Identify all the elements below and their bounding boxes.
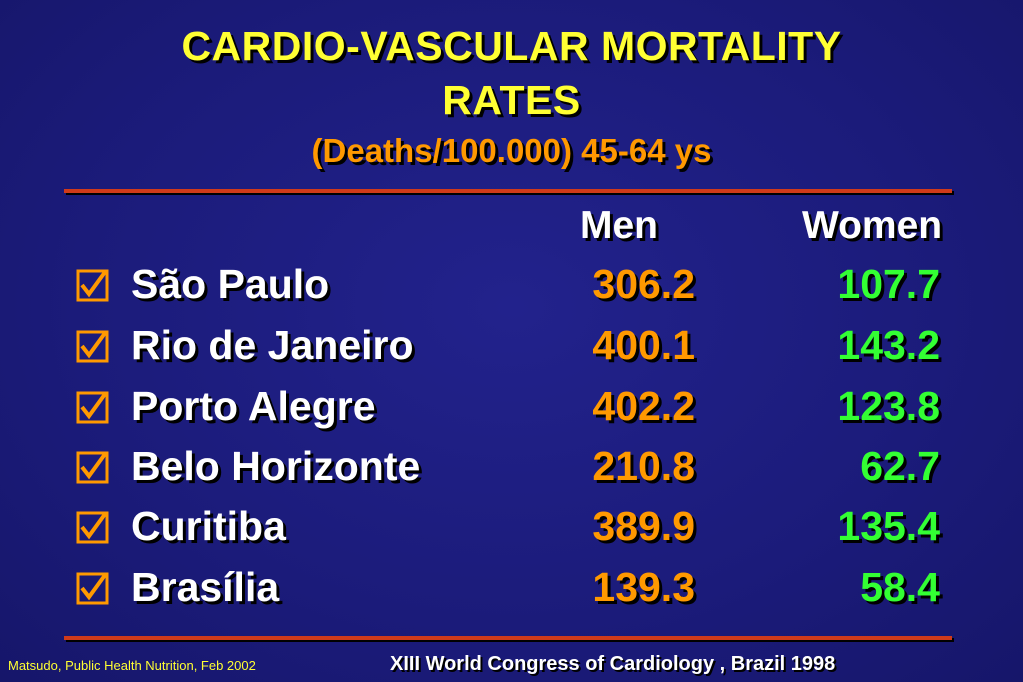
- checked-box-icon: [76, 330, 109, 363]
- checked-box-icon: [76, 511, 109, 544]
- table-row: Brasília 139.3 58.4: [0, 559, 1023, 615]
- city-name: Curitiba: [131, 503, 286, 549]
- citation: Matsudo, Public Health Nutrition, Feb 20…: [8, 658, 256, 673]
- city-name: Belo Horizonte: [131, 443, 421, 489]
- men-rate: 210.8: [592, 443, 695, 489]
- men-rate: 402.2: [592, 383, 695, 429]
- city-name: Porto Alegre: [131, 383, 376, 429]
- slide-title-line-2: RATES: [442, 77, 581, 123]
- table-row: Porto Alegre 402.2 123.8: [0, 378, 1023, 434]
- bottom-divider: [64, 636, 952, 640]
- men-rate: 400.1: [592, 322, 695, 368]
- women-rate: 58.4: [860, 564, 940, 610]
- men-rate: 139.3: [592, 564, 695, 610]
- table-row: Belo Horizonte 210.8 62.7: [0, 438, 1023, 494]
- column-header-women: Women: [802, 204, 943, 247]
- women-rate: 62.7: [860, 443, 940, 489]
- checked-box-icon: [76, 572, 109, 605]
- women-rate: 143.2: [837, 322, 940, 368]
- city-name: Rio de Janeiro: [131, 322, 414, 368]
- top-divider: [64, 189, 952, 193]
- source-caption: XIII World Congress of Cardiology , Braz…: [390, 653, 836, 675]
- women-rate: 107.7: [837, 261, 940, 307]
- men-rate: 389.9: [592, 503, 695, 549]
- slide-title-line-1: CARDIO-VASCULAR MORTALITY: [181, 23, 842, 69]
- women-rate: 135.4: [837, 503, 940, 549]
- table-row: Curitiba 389.9 135.4: [0, 498, 1023, 554]
- city-name: Brasília: [131, 564, 280, 610]
- slide-subtitle: (Deaths/100.000) 45-64 ys: [311, 132, 712, 169]
- table-row: São Paulo 306.2 107.7: [0, 256, 1023, 312]
- men-rate: 306.2: [592, 261, 695, 307]
- column-header-men: Men: [580, 204, 658, 247]
- women-rate: 123.8: [837, 383, 940, 429]
- table-row: Rio de Janeiro 400.1 143.2: [0, 317, 1023, 373]
- city-name: São Paulo: [131, 261, 330, 307]
- checked-box-icon: [76, 391, 109, 424]
- checked-box-icon: [76, 269, 109, 302]
- checked-box-icon: [76, 451, 109, 484]
